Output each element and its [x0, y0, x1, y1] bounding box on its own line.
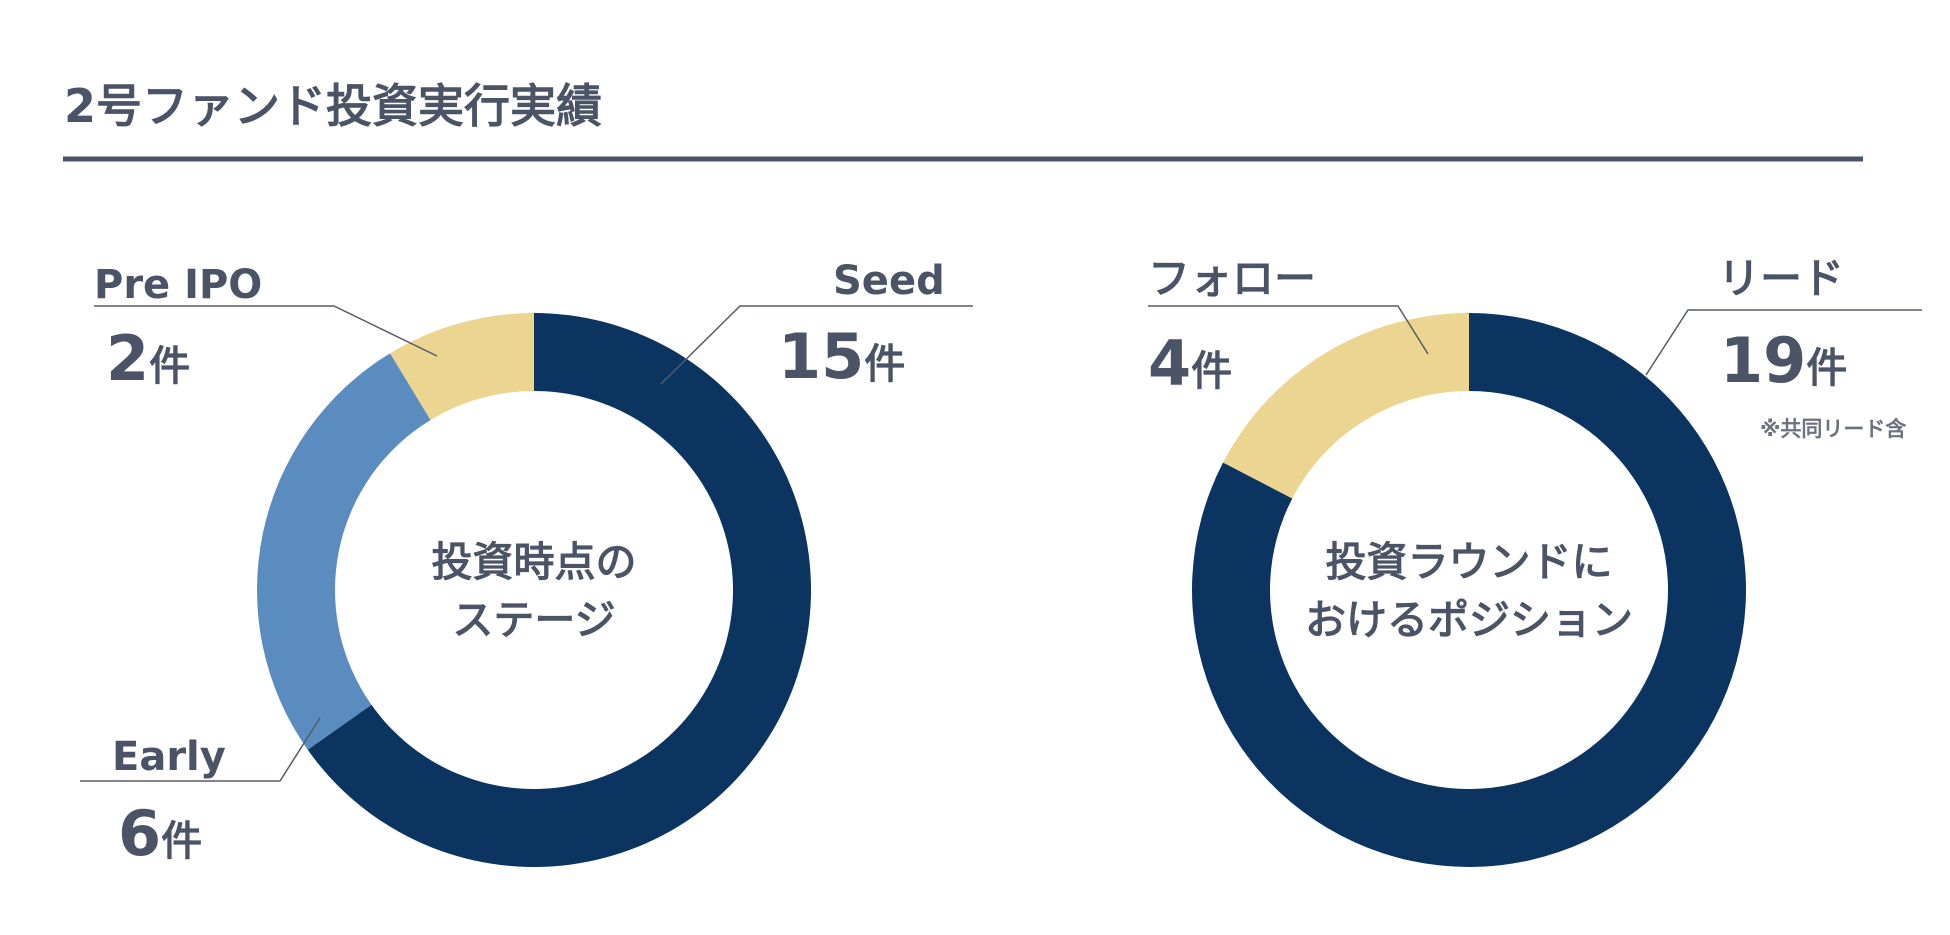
stage-center-label-line2: ステージ	[452, 596, 615, 644]
position-donut-chart: リード 19件 フォロー 4件 投資ラウンドに おけるポジション ※共同リード含	[1148, 254, 1922, 867]
leader-line	[94, 305, 438, 357]
co-lead-footnote: ※共同リード含	[1760, 417, 1907, 441]
stage-donut-chart: Seed 15件 Early 6件 Pre IPO 2件 投資時点の ステージ	[80, 258, 973, 870]
position-leader-lines	[1148, 305, 1922, 376]
stage-center-label-line1: 投資時点の	[432, 538, 637, 586]
slice-label: リード	[1718, 254, 1844, 303]
donut-slice-stage-0	[307, 313, 811, 868]
slice-label: フォロー	[1148, 254, 1316, 303]
position-slice-labels: リード 19件 フォロー 4件	[1148, 254, 1847, 400]
donut-slice-stage-1	[257, 353, 431, 750]
leader-line	[1148, 305, 1429, 355]
slice-value-label: 2件	[106, 322, 190, 395]
stage-leader-lines	[80, 305, 973, 782]
slice-value-label: 4件	[1148, 327, 1232, 400]
slice-value-label: 19件	[1720, 324, 1847, 397]
leader-line	[80, 717, 321, 782]
stage-donut-slices	[257, 313, 811, 868]
stage-slice-labels: Seed 15件 Early 6件 Pre IPO 2件	[94, 258, 945, 870]
slice-value-label: 15件	[778, 320, 905, 393]
position-center-label-line1: 投資ラウンドに	[1326, 538, 1613, 586]
slice-value-label: 6件	[118, 797, 202, 870]
donut-slice-position-1	[1223, 313, 1469, 499]
page-title: 2号ファンド投資実行実績	[64, 79, 602, 133]
leader-line	[660, 305, 973, 385]
position-center-label-line2: おけるポジション	[1305, 596, 1633, 644]
donut-slice-stage-2	[390, 313, 534, 420]
slice-label: Pre IPO	[94, 262, 262, 308]
position-donut-slices	[1192, 313, 1746, 867]
leader-line	[1645, 309, 1922, 376]
slice-label: Early	[112, 734, 226, 780]
slice-label: Seed	[833, 258, 945, 304]
